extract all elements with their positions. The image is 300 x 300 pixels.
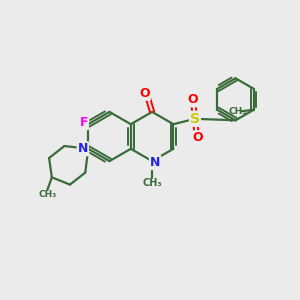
Text: CH₃: CH₃ [38, 190, 56, 199]
Text: CH₃: CH₃ [142, 178, 162, 188]
Text: CH₃: CH₃ [228, 107, 247, 116]
Text: N: N [78, 142, 88, 155]
Text: N: N [150, 156, 160, 169]
Text: O: O [188, 93, 198, 106]
Text: S: S [190, 112, 200, 126]
Text: O: O [139, 87, 150, 100]
Text: O: O [193, 131, 203, 144]
Text: F: F [80, 116, 88, 129]
